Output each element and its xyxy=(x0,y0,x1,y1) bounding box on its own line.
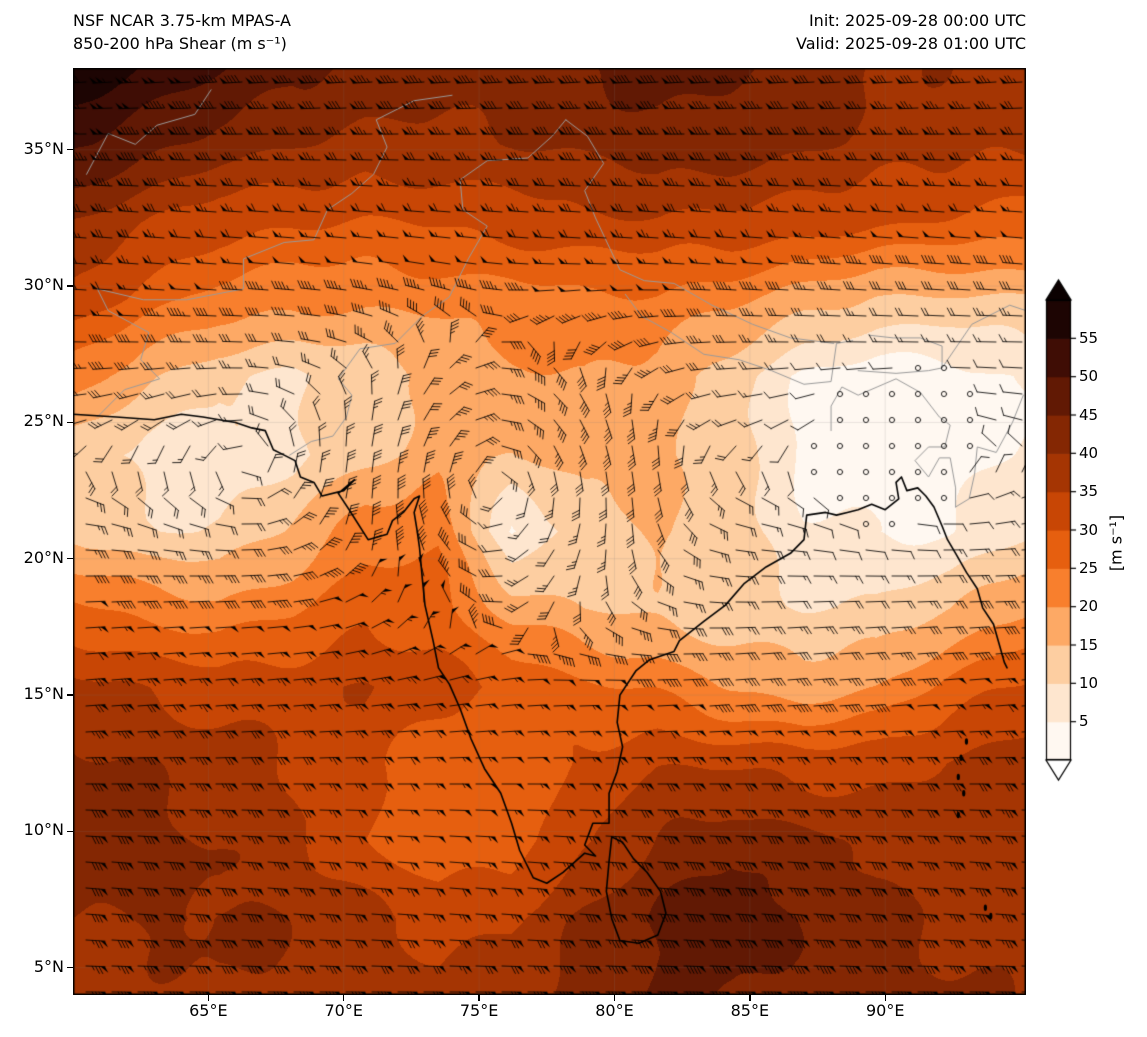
y-tick-mark xyxy=(67,694,73,696)
x-tick-mark xyxy=(478,995,480,1001)
y-tick-label: 35°N xyxy=(23,138,64,158)
colorbar-tick-label: 45 xyxy=(1079,405,1099,424)
y-tick-mark xyxy=(67,149,73,151)
time-block: Init: 2025-09-28 00:00 UTC Valid: 2025-0… xyxy=(796,9,1026,55)
title-block: NSF NCAR 3.75-km MPAS-A 850-200 hPa Shea… xyxy=(73,9,291,55)
x-tick-mark xyxy=(207,995,210,1001)
colorbar-tick-label: 25 xyxy=(1079,558,1099,577)
colorbar-tick-label: 30 xyxy=(1079,520,1099,539)
y-tick-label: 30°N xyxy=(23,275,64,295)
x-tick-label: 70°E xyxy=(324,1001,363,1020)
x-tick-mark xyxy=(613,995,616,1001)
x-tick-label: 85°E xyxy=(730,1001,770,1020)
colorbar-tick-label: 20 xyxy=(1079,597,1099,616)
x-tick-mark xyxy=(884,995,886,1001)
x-tick-mark xyxy=(749,995,751,1001)
colorbar-label: [m s⁻¹] xyxy=(1106,514,1126,572)
init-time: Init: 2025-09-28 00:00 UTC xyxy=(808,11,1026,30)
colorbar-canvas xyxy=(1040,275,1082,790)
y-tick-mark xyxy=(67,830,73,833)
colorbar-tick-label: 5 xyxy=(1079,712,1089,731)
y-tick-mark xyxy=(67,285,73,287)
colorbar-tick-label: 15 xyxy=(1079,635,1099,654)
model-title: NSF NCAR 3.75-km MPAS-A xyxy=(73,11,291,30)
valid-time: Valid: 2025-09-28 01:00 UTC xyxy=(795,34,1026,53)
colorbar-tick-label: 40 xyxy=(1079,443,1099,462)
colorbar-tick-label: 10 xyxy=(1079,673,1099,692)
y-tick-label: 25°N xyxy=(23,411,64,431)
y-tick-mark xyxy=(67,558,73,560)
x-tick-label: 65°E xyxy=(189,1001,228,1020)
x-tick-label: 75°E xyxy=(459,1001,499,1020)
x-tick-mark xyxy=(343,995,345,1001)
colorbar-tick-label: 55 xyxy=(1079,328,1099,347)
shear-map-canvas xyxy=(73,68,1026,995)
y-tick-label: 5°N xyxy=(33,956,64,976)
colorbar-tick-label: 50 xyxy=(1079,367,1099,386)
y-tick-label: 15°N xyxy=(23,684,64,704)
y-tick-mark xyxy=(67,421,73,424)
x-tick-label: 80°E xyxy=(595,1001,634,1020)
x-tick-label: 90°E xyxy=(865,1001,905,1020)
field-title: 850-200 hPa Shear (m s⁻¹) xyxy=(73,34,287,53)
colorbar-tick-label: 35 xyxy=(1079,482,1099,501)
y-tick-label: 10°N xyxy=(23,820,64,840)
y-tick-label: 20°N xyxy=(23,547,64,567)
y-tick-mark xyxy=(67,967,73,969)
